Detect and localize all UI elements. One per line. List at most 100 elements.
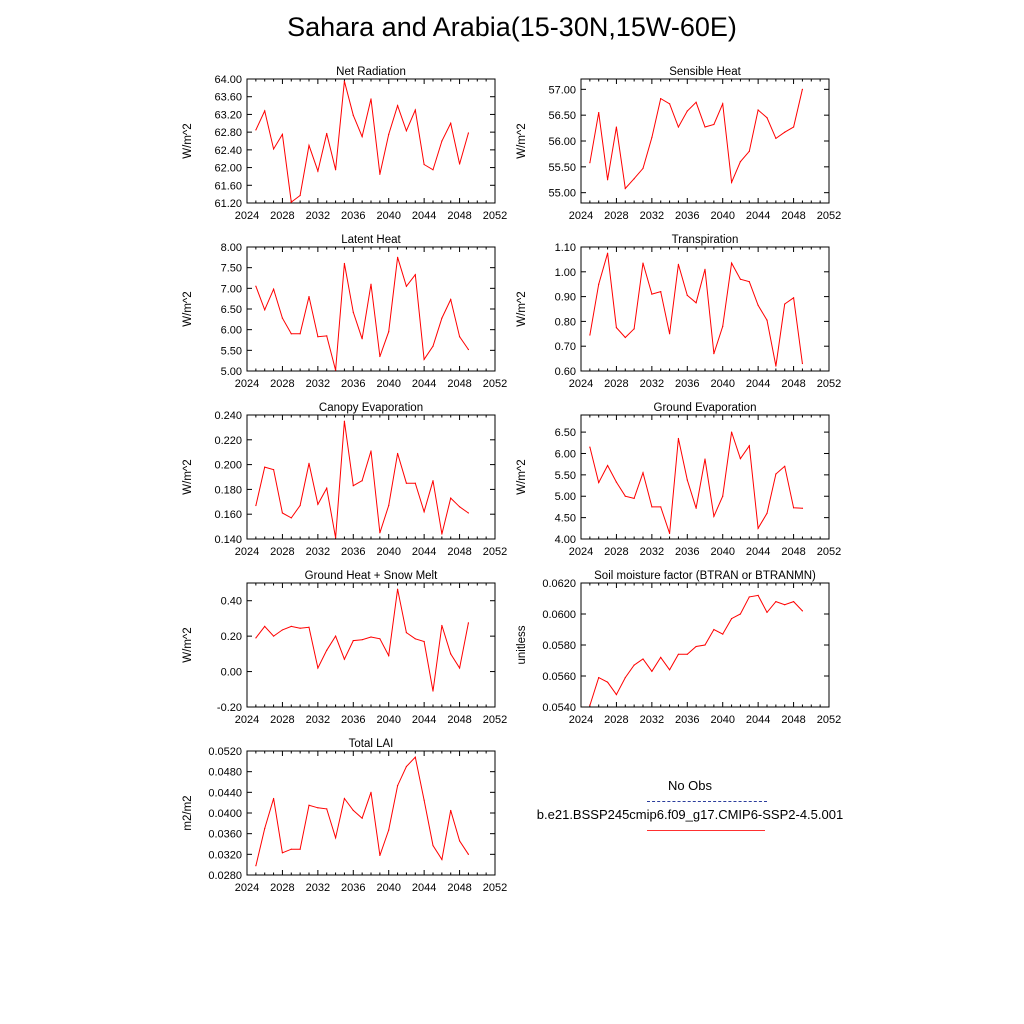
x-tick-label: 2032 <box>640 546 664 558</box>
x-tick-label: 2044 <box>746 546 770 558</box>
x-tick-label: 2036 <box>341 882 365 894</box>
data-point <box>326 808 328 810</box>
data-point <box>290 848 292 850</box>
x-tick-label: 2040 <box>710 546 734 558</box>
y-tick-label: 1.00 <box>555 267 576 279</box>
y-tick-label: 0.0400 <box>208 808 242 820</box>
data-point <box>766 319 768 321</box>
series-line-1 <box>255 756 469 866</box>
x-tick-label: 2032 <box>306 378 330 390</box>
x-tick-label: 2048 <box>781 714 805 726</box>
data-point <box>423 511 425 513</box>
data-point <box>730 431 733 433</box>
data-point <box>317 807 319 809</box>
data-point <box>343 797 346 800</box>
data-point <box>379 173 381 175</box>
data-point <box>396 785 399 787</box>
y-tick-label: 7.50 <box>221 263 242 275</box>
data-point <box>379 638 381 640</box>
x-tick-label: 2052 <box>483 210 507 222</box>
data-point <box>290 517 292 519</box>
y-axis-label: W/m^2 <box>516 459 528 494</box>
x-tick-label: 2032 <box>640 714 664 726</box>
data-point <box>388 504 390 507</box>
data-point <box>334 635 337 637</box>
data-point <box>704 268 706 270</box>
data-point <box>633 664 635 666</box>
data-point <box>441 140 443 142</box>
y-tick-label: 0.20 <box>221 631 242 643</box>
x-tick-label: 2032 <box>306 714 330 726</box>
x-tick-label: 2032 <box>306 546 330 558</box>
data-point <box>352 311 354 313</box>
y-tick-label: 6.00 <box>221 325 242 337</box>
data-point <box>668 333 671 335</box>
y-axis-label: W/m^2 <box>182 459 194 494</box>
data-point <box>651 293 653 295</box>
data-point <box>589 334 591 336</box>
y-tick-label: 0.180 <box>214 484 242 496</box>
legend-obs-line <box>647 801 767 802</box>
data-point <box>713 123 715 126</box>
data-point <box>317 170 319 172</box>
data-point <box>695 302 697 304</box>
y-tick-label: 0.240 <box>214 410 242 422</box>
x-tick-label: 2040 <box>710 714 734 726</box>
y-tick-label: 62.80 <box>214 127 242 139</box>
x-tick-label: 2024 <box>569 546 593 558</box>
data-point <box>281 629 284 631</box>
data-point <box>308 626 310 628</box>
x-tick-label: 2048 <box>781 378 805 390</box>
data-point <box>441 533 443 535</box>
y-tick-label: 0.90 <box>555 292 576 304</box>
data-point <box>414 274 416 276</box>
x-tick-label: 2052 <box>483 546 507 558</box>
y-tick-label: 0.0360 <box>208 829 242 841</box>
y-tick-label: 6.50 <box>221 304 242 316</box>
data-point <box>651 670 653 672</box>
data-point <box>343 80 346 82</box>
data-point <box>432 169 434 171</box>
data-point <box>467 622 470 624</box>
data-point <box>615 694 618 696</box>
panel-title: Transpiration <box>672 234 739 246</box>
data-point <box>334 169 337 171</box>
data-point <box>722 633 724 635</box>
data-point <box>624 676 626 679</box>
x-tick-label: 2032 <box>640 210 664 222</box>
data-point <box>757 527 759 529</box>
data-point <box>352 114 354 116</box>
y-tick-label: 0.0520 <box>208 746 242 758</box>
y-tick-label: 5.50 <box>221 345 242 357</box>
y-tick-label: 0.0540 <box>542 702 576 714</box>
data-point <box>361 338 363 340</box>
figure-title: Sahara and Arabia(15-30N,15W-60E) <box>287 12 737 42</box>
series-line-1 <box>589 431 803 534</box>
data-point <box>458 506 461 508</box>
data-point <box>598 676 600 679</box>
data-point <box>686 294 688 296</box>
data-point <box>730 262 733 264</box>
x-tick-label: 2028 <box>604 714 628 726</box>
data-point <box>642 472 644 474</box>
y-axis-label: W/m^2 <box>182 123 194 158</box>
data-point <box>299 504 301 507</box>
data-point <box>695 507 697 509</box>
chart-panel-8: 2024 2028 2032 2036 2040 2044 2048 2052 0.0540 0.… <box>516 570 841 726</box>
x-tick-label: 2040 <box>376 546 400 558</box>
y-tick-label: 0.70 <box>555 341 576 353</box>
data-point <box>606 681 609 683</box>
data-point <box>396 256 399 258</box>
y-tick-label: 0.0440 <box>208 787 242 799</box>
x-tick-label: 2044 <box>412 546 436 558</box>
data-point <box>326 649 328 651</box>
y-tick-label: 0.0580 <box>542 640 576 652</box>
data-point <box>775 601 777 603</box>
x-tick-label: 2040 <box>376 210 400 222</box>
data-point <box>379 532 381 534</box>
data-point <box>264 827 266 830</box>
data-point <box>784 303 786 305</box>
x-tick-label: 2032 <box>306 882 330 894</box>
data-point <box>686 653 688 655</box>
